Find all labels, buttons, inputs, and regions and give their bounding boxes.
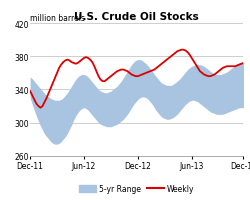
Legend: 5-yr Range, Weekly: 5-yr Range, Weekly — [78, 184, 194, 194]
Title: U.S. Crude Oil Stocks: U.S. Crude Oil Stocks — [74, 12, 198, 22]
Text: million barrels: million barrels — [30, 14, 85, 23]
